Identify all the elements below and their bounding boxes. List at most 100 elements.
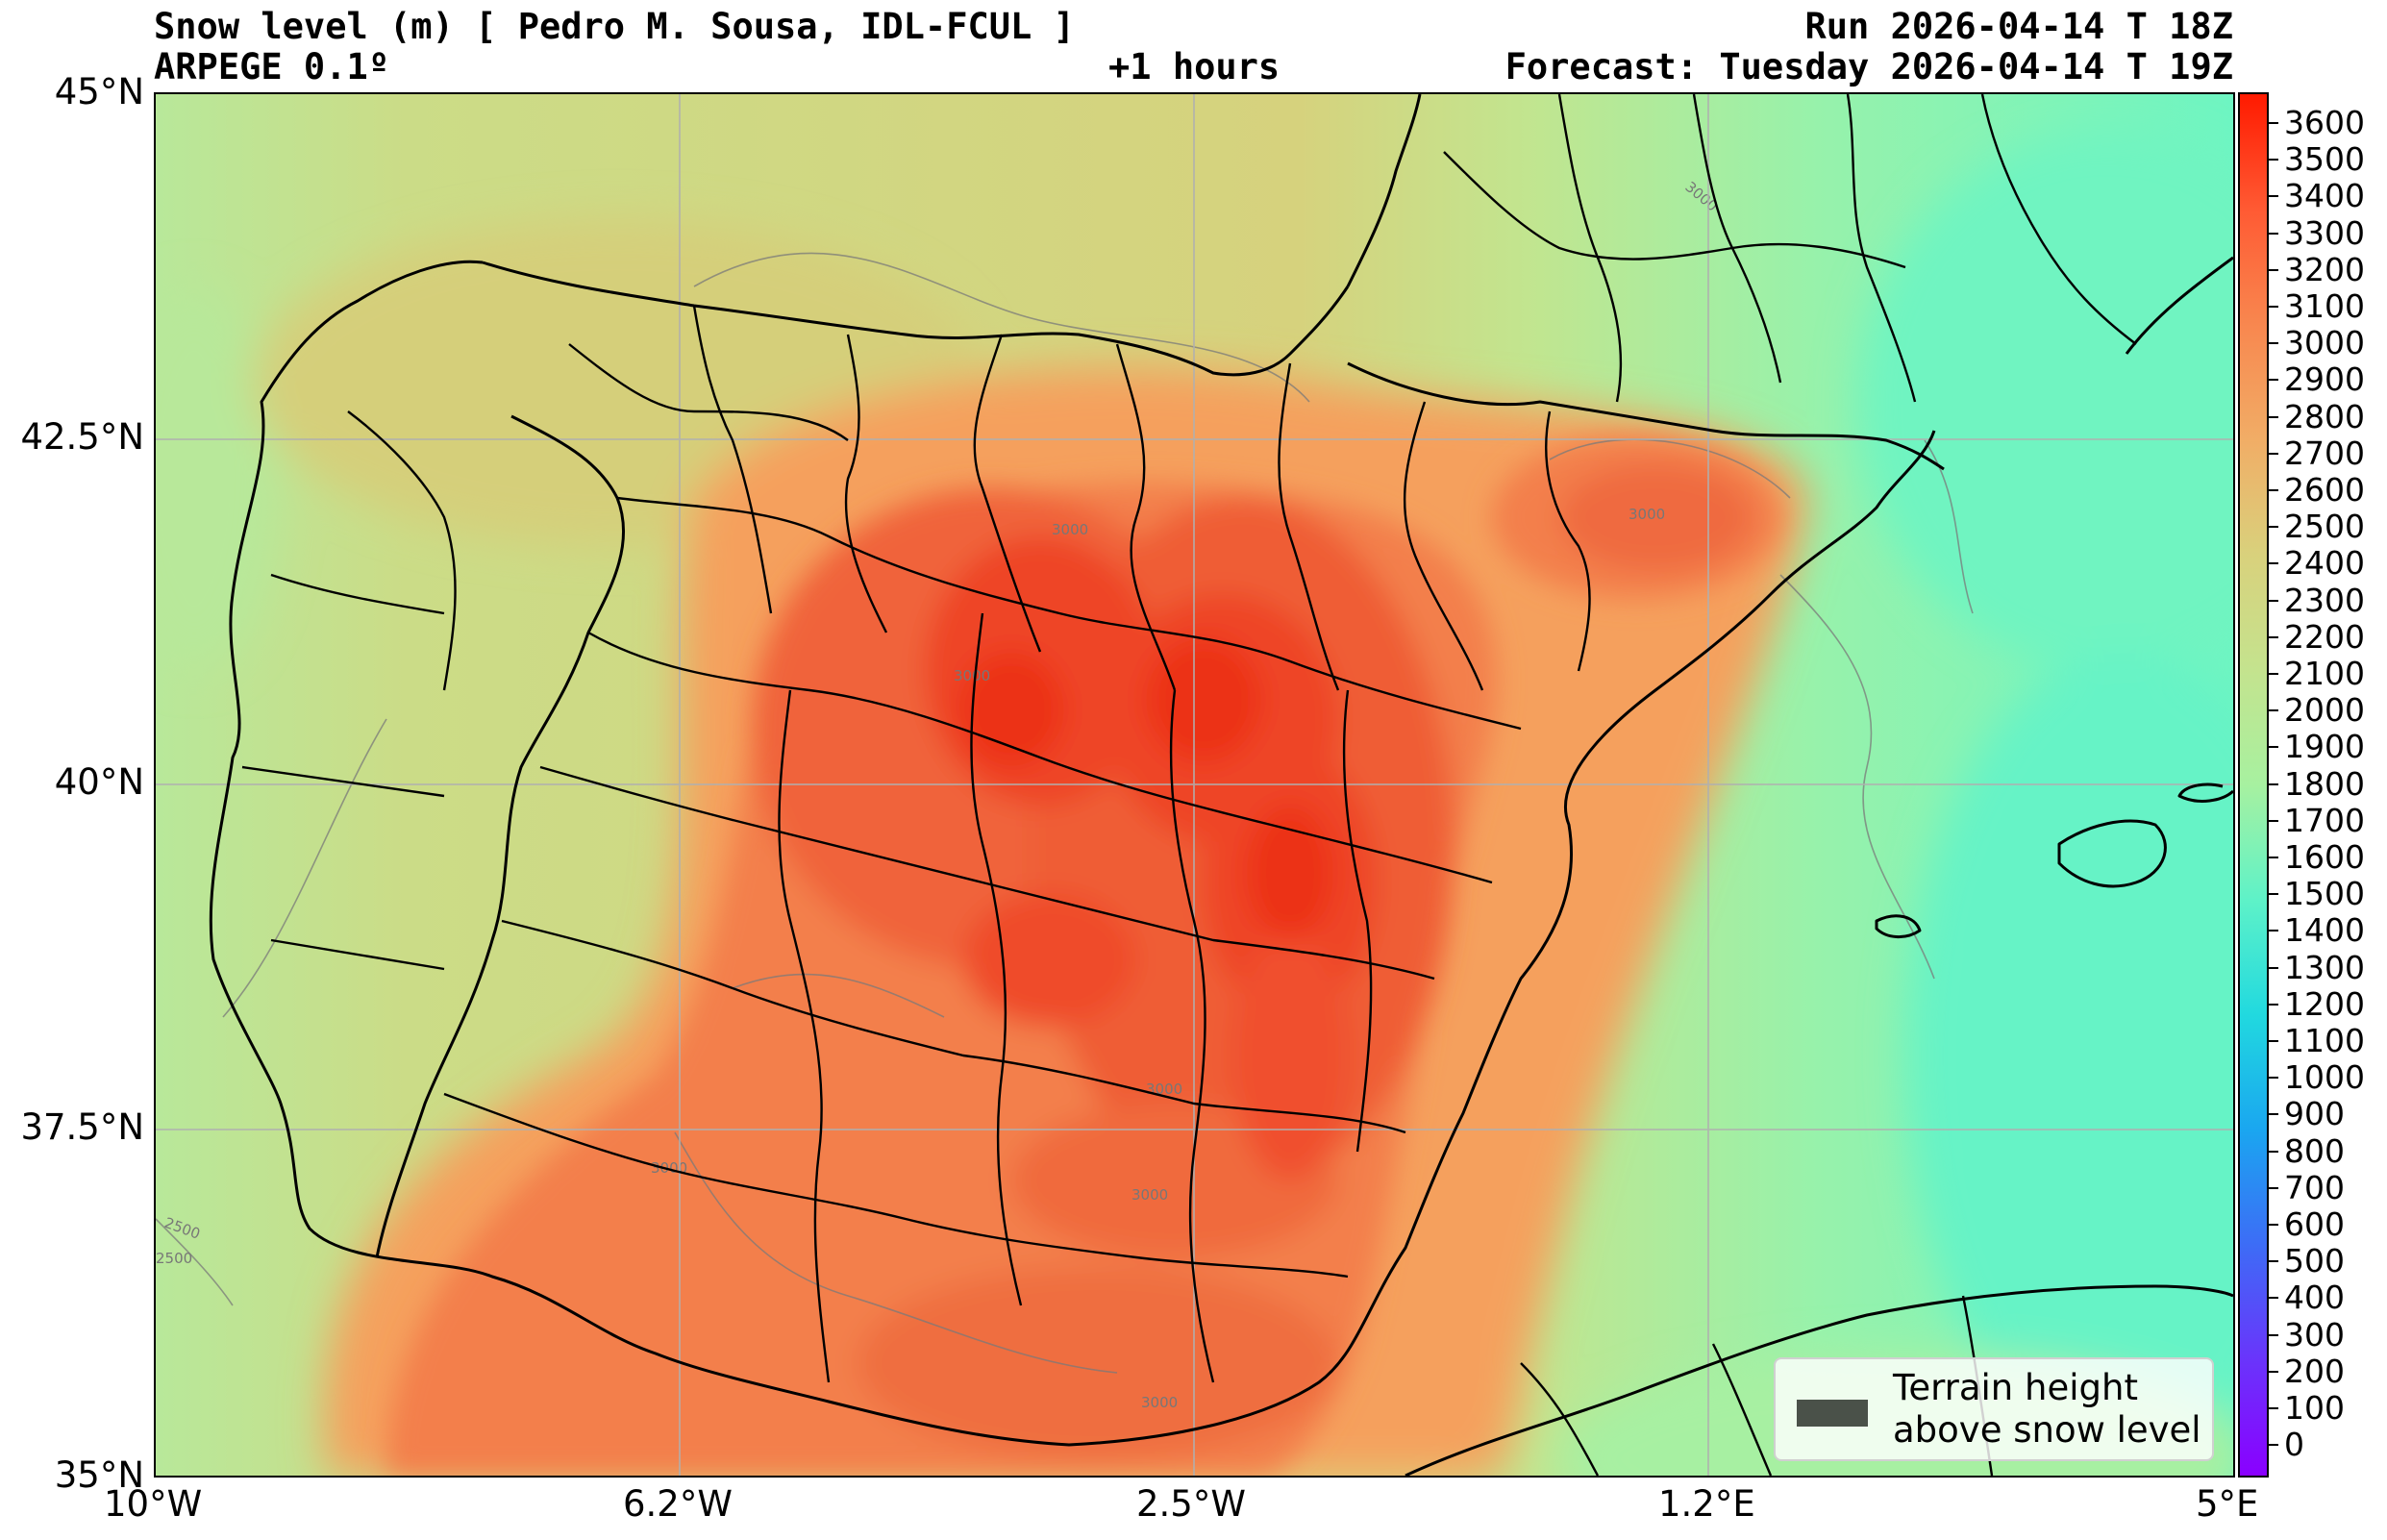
- colorbar-tick-label: 3100: [2284, 287, 2365, 325]
- x-tick-label: 1.2°E: [1658, 1483, 1755, 1525]
- colorbar-tick-label: 2000: [2284, 691, 2365, 730]
- colorbar-tick-label: 3400: [2284, 177, 2365, 215]
- colorbar-tick-label: 300: [2284, 1315, 2345, 1354]
- legend-swatch: [1797, 1400, 1868, 1427]
- colorbar-tick-mark: [2269, 1297, 2278, 1300]
- colorbar-tick-mark: [2269, 379, 2278, 382]
- model-label: ARPEGE 0.1º: [154, 46, 390, 87]
- colorbar-tick-mark: [2269, 159, 2278, 161]
- colorbar-tick-label: 1800: [2284, 764, 2365, 803]
- colorbar-tick-label: 600: [2284, 1205, 2345, 1243]
- province-borders: [241, 94, 2137, 1476]
- colorbar-tick-label: 2300: [2284, 581, 2365, 619]
- pyrenees-border: [1347, 361, 1945, 471]
- y-tick-label: 37.5°N: [20, 1106, 144, 1148]
- colorbar-tick-mark: [2269, 819, 2278, 822]
- map-canvas: 3000 3000 3000 3000 3000 3000 2500 2500 …: [156, 94, 2233, 1476]
- colorbar-tick-label: 2100: [2284, 655, 2365, 692]
- mallorca: [2057, 819, 2167, 888]
- menorca: [2177, 782, 2233, 803]
- x-tick-label: 2.5°W: [1136, 1483, 1246, 1525]
- colorbar-tick-label: 700: [2284, 1168, 2345, 1206]
- colorbar-tick-label: 2800: [2284, 397, 2365, 435]
- northern-coast: [482, 261, 1350, 377]
- legend-label: Terrain height above snow level: [1893, 1367, 2201, 1451]
- colorbar-tick-mark: [2269, 232, 2278, 235]
- colorbar-tick-label: 2600: [2284, 471, 2365, 509]
- colorbar-tick-mark: [2269, 452, 2278, 455]
- colorbar-tick-mark: [2269, 195, 2278, 198]
- colorbar-tick-label: 200: [2284, 1352, 2345, 1390]
- colorbar-tick-mark: [2269, 635, 2278, 638]
- y-tick-label: 35°N: [54, 1454, 144, 1496]
- colorbar-tick-label: 1300: [2284, 948, 2365, 986]
- colorbar-tick-mark: [2269, 746, 2278, 749]
- colorbar-tick-mark: [2269, 709, 2278, 712]
- contour-label: 3000: [1052, 521, 1088, 538]
- colorbar-tick-mark: [2269, 1224, 2278, 1226]
- colorbar-tick-mark: [2269, 489, 2278, 491]
- ibiza: [1875, 914, 1922, 938]
- colorbar-tick-mark: [2269, 1333, 2278, 1336]
- legend: Terrain height above snow level: [1774, 1357, 2214, 1461]
- contour-label: 3000: [954, 667, 990, 684]
- colorbar-tick-label: 100: [2284, 1389, 2345, 1427]
- run-label: Run 2026-04-14 T 18Z: [1804, 6, 2233, 47]
- colorbar-tick-mark: [2269, 857, 2278, 858]
- colorbar-tick-label: 3500: [2284, 140, 2365, 179]
- colorbar-tick-label: 500: [2284, 1242, 2345, 1280]
- colorbar-tick-label: 1100: [2284, 1022, 2365, 1059]
- colorbar-tick-label: 3000: [2284, 324, 2365, 362]
- colorbar-tick-mark: [2269, 342, 2278, 345]
- x-tick-label: 6.2°W: [623, 1483, 733, 1525]
- sardinia-coast: [2125, 256, 2233, 355]
- contour-label: 3000: [1141, 1394, 1178, 1411]
- colorbar-tick-label: 1000: [2284, 1058, 2365, 1097]
- colorbar-tick-mark: [2269, 893, 2278, 896]
- colorbar-tick-label: 0: [2284, 1426, 2304, 1464]
- colorbar-tick-mark: [2269, 268, 2278, 271]
- iberia-coastline: [209, 260, 1936, 1447]
- contour-label: 3000: [1131, 1186, 1168, 1204]
- colorbar-tick-mark: [2269, 782, 2278, 785]
- colorbar: [2238, 92, 2269, 1478]
- colorbar-tick-mark: [2269, 673, 2278, 675]
- colorbar-tick-label: 1700: [2284, 801, 2365, 839]
- colorbar-tick-label: 900: [2284, 1095, 2345, 1133]
- contour-label: 3000: [651, 1159, 687, 1177]
- colorbar-tick-mark: [2269, 1150, 2278, 1153]
- colorbar-tick-label: 2500: [2284, 508, 2365, 546]
- colorbar-tick-label: 1500: [2284, 875, 2365, 913]
- x-tick-label: 5°E: [2196, 1483, 2259, 1525]
- colorbar-tick-label: 1400: [2284, 911, 2365, 950]
- y-tick-label: 40°N: [54, 761, 144, 803]
- colorbar-tick-label: 3300: [2284, 213, 2365, 252]
- forecast-label: Forecast: Tuesday 2026-04-14 T 19Z: [1504, 46, 2233, 87]
- colorbar-tick-label: 3200: [2284, 250, 2365, 288]
- colorbar-tick-label: 1600: [2284, 838, 2365, 876]
- y-tick-label: 42.5°N: [20, 416, 144, 458]
- colorbar-tick-mark: [2269, 526, 2278, 529]
- colorbar-tick-mark: [2269, 1077, 2278, 1080]
- colorbar-tick-label: 2900: [2284, 360, 2365, 399]
- colorbar-tick-mark: [2269, 122, 2278, 124]
- colorbar-tick-mark: [2269, 1370, 2278, 1373]
- colorbar-tick-mark: [2269, 562, 2278, 565]
- colorbar-tick-mark: [2269, 1003, 2278, 1006]
- colorbar-tick-mark: [2269, 1260, 2278, 1263]
- colorbar-tick-mark: [2269, 1444, 2278, 1447]
- x-tick-label: 10°W: [104, 1483, 203, 1525]
- contour-label: 3000: [1629, 506, 1665, 523]
- colorbar-tick-label: 2200: [2284, 617, 2365, 656]
- colorbar-tick-mark: [2269, 930, 2278, 932]
- colorbar-tick-mark: [2269, 1113, 2278, 1116]
- map-title: Snow level (m) [ Pedro M. Sousa, IDL-FCU…: [154, 6, 1075, 47]
- colorbar-tick-mark: [2269, 415, 2278, 418]
- france-coast: [1346, 94, 1422, 287]
- colorbar-tick-label: 2400: [2284, 544, 2365, 583]
- y-tick-label: 45°N: [54, 71, 144, 112]
- colorbar-tick-mark: [2269, 966, 2278, 969]
- colorbar-tick-label: 2700: [2284, 434, 2365, 472]
- snow-level-map[interactable]: 3000 3000 3000 3000 3000 3000 2500 2500 …: [154, 92, 2235, 1478]
- colorbar-tick-label: 400: [2284, 1279, 2345, 1317]
